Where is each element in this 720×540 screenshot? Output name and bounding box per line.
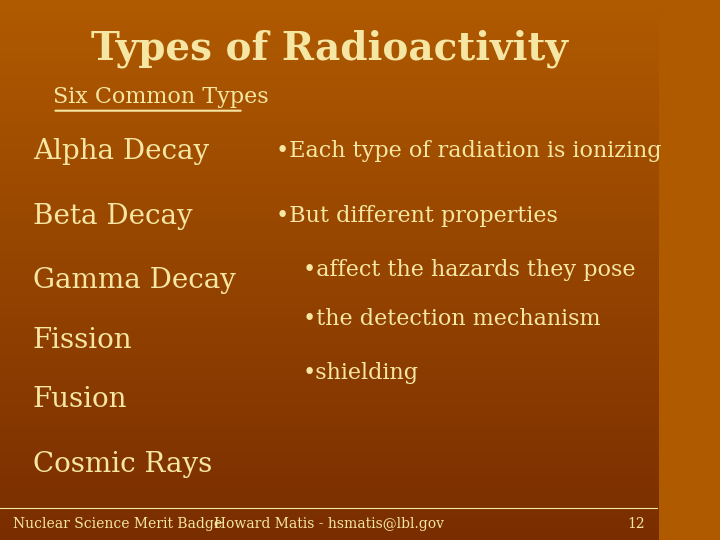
Text: Fission: Fission — [33, 327, 132, 354]
Text: Cosmic Rays: Cosmic Rays — [33, 451, 212, 478]
Text: •shielding: •shielding — [302, 362, 419, 383]
Text: •But different properties: •But different properties — [276, 205, 558, 227]
Text: Nuclear Science Merit Badge: Nuclear Science Merit Badge — [13, 517, 222, 531]
Text: Beta Decay: Beta Decay — [33, 202, 192, 230]
Text: •the detection mechanism: •the detection mechanism — [302, 308, 600, 329]
Text: Gamma Decay: Gamma Decay — [33, 267, 235, 294]
Text: Six Common Types: Six Common Types — [53, 86, 269, 108]
Text: Howard Matis - hsmatis@lbl.gov: Howard Matis - hsmatis@lbl.gov — [214, 517, 444, 531]
Text: Types of Radioactivity: Types of Radioactivity — [91, 29, 567, 68]
Text: •affect the hazards they pose: •affect the hazards they pose — [302, 259, 635, 281]
Text: •Each type of radiation is ionizing: •Each type of radiation is ionizing — [276, 140, 662, 162]
Text: Fusion: Fusion — [33, 386, 127, 413]
Text: Alpha Decay: Alpha Decay — [33, 138, 209, 165]
Text: 12: 12 — [627, 517, 645, 531]
